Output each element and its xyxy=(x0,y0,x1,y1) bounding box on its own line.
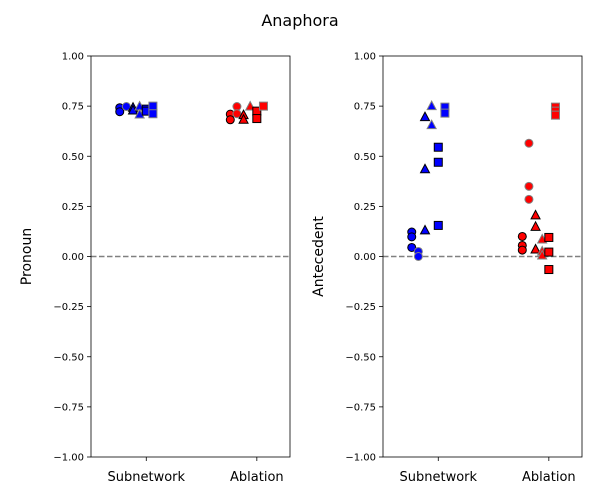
y-axis-title: Antecedent xyxy=(311,216,327,297)
y-tick-label: −1.00 xyxy=(345,453,376,464)
data-point-circle xyxy=(225,115,235,125)
y-tick-label: 1.00 xyxy=(354,52,376,63)
x-category-label: Subnetwork xyxy=(400,470,478,485)
axes-frame xyxy=(90,55,291,458)
data-point-square xyxy=(440,108,450,118)
y-tick-label: 0.25 xyxy=(354,202,376,213)
data-point-triangle xyxy=(426,100,437,111)
x-category-label: Ablation xyxy=(230,470,284,485)
y-axis-title: Pronoun xyxy=(19,228,35,285)
data-point-circle xyxy=(524,138,534,148)
y-tick-label: −0.25 xyxy=(53,302,84,313)
y-tick-label: 1.00 xyxy=(62,52,84,63)
data-point-circle xyxy=(121,102,131,112)
data-point-triangle xyxy=(419,163,431,174)
data-point-triangle xyxy=(530,220,541,231)
y-tick-label: −0.50 xyxy=(345,352,376,363)
data-point-square xyxy=(544,265,554,275)
data-point-square xyxy=(148,109,158,119)
y-tick-label: −0.25 xyxy=(345,302,376,313)
data-point-square xyxy=(544,247,554,257)
figure-title: Anaphora xyxy=(261,11,338,30)
data-point-circle xyxy=(232,109,242,119)
y-tick-label: −1.00 xyxy=(53,453,84,464)
x-category-label: Subnetwork xyxy=(108,470,186,485)
data-point-triangle xyxy=(419,224,431,235)
data-point-circle xyxy=(407,242,417,252)
data-point-square xyxy=(148,101,158,111)
y-tick-label: −0.75 xyxy=(53,402,84,413)
data-point-square xyxy=(252,114,262,124)
data-point-triangle xyxy=(530,209,541,220)
panel-2: −1.00 −0.75 −0.50 −0.25 0.00 0.25 0.50 0.75 1.00… xyxy=(311,52,583,485)
y-tick-label: −0.50 xyxy=(53,352,84,363)
data-point-circle xyxy=(524,194,534,204)
data-point-circle xyxy=(517,245,527,255)
data-point-square xyxy=(550,110,560,120)
y-tick-label: 0.25 xyxy=(62,202,84,213)
y-tick-label: 0.75 xyxy=(62,102,84,113)
y-tick-label: 0.50 xyxy=(354,152,376,163)
data-point-triangle xyxy=(419,111,431,122)
y-tick-label: −0.75 xyxy=(345,402,376,413)
y-tick-label: 0.00 xyxy=(354,252,376,263)
y-tick-label: 0.50 xyxy=(62,152,84,163)
data-point-square xyxy=(433,157,443,167)
data-point-square xyxy=(433,220,443,230)
data-point-circle xyxy=(413,252,423,261)
data-point-triangle xyxy=(426,119,437,130)
data-point-circle xyxy=(517,231,527,241)
x-category-label: Ablation xyxy=(522,470,576,485)
y-tick-label: 0.75 xyxy=(354,102,376,113)
y-tick-label: 0.00 xyxy=(62,252,84,263)
axes-frame xyxy=(382,55,583,458)
data-point-circle xyxy=(524,181,534,191)
data-point-square xyxy=(544,232,554,242)
data-point-circle xyxy=(407,232,417,242)
data-point-triangle xyxy=(238,113,249,124)
data-point-square xyxy=(433,142,443,152)
data-point-triangle xyxy=(530,243,541,254)
data-point-square xyxy=(258,101,268,111)
data-point-circle xyxy=(115,107,125,117)
panel-1: −1.00 −0.75 −0.50 −0.25 0.00 0.25 0.50 0.75 1.00… xyxy=(19,52,291,485)
